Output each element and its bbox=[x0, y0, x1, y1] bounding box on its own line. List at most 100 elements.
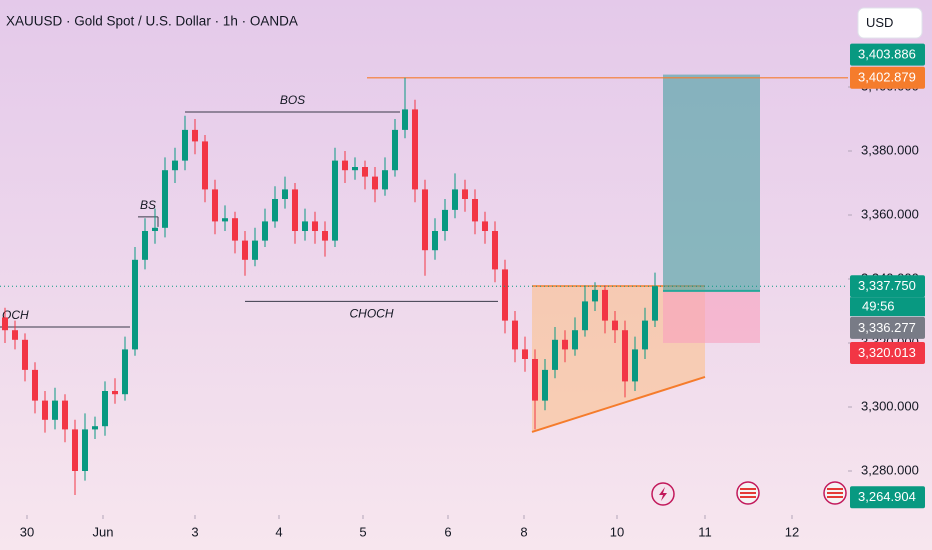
price-label-box bbox=[850, 66, 925, 89]
chart-title: XAUUSD · Gold Spot / U.S. Dollar · 1h · … bbox=[6, 14, 298, 29]
target-zone bbox=[663, 74, 760, 291]
price-label: 3,402.879 bbox=[858, 70, 916, 85]
candle-body bbox=[162, 170, 168, 228]
candle-body bbox=[562, 339, 568, 350]
candle-body bbox=[12, 330, 18, 340]
y-tick-label: 3,300.000 bbox=[861, 398, 919, 413]
candle-body bbox=[122, 349, 128, 395]
candle-body bbox=[252, 240, 258, 260]
candle-body bbox=[652, 286, 658, 321]
annotation-label: OCH bbox=[2, 308, 29, 322]
candle-body bbox=[362, 167, 368, 177]
candle-body bbox=[222, 218, 228, 222]
candle-body bbox=[282, 189, 288, 200]
price-label-box bbox=[850, 341, 925, 364]
stop-zone bbox=[663, 290, 760, 343]
candle-body bbox=[582, 301, 588, 331]
candle-body bbox=[472, 199, 478, 222]
candle-body bbox=[142, 231, 148, 260]
x-tick-label: 30 bbox=[20, 524, 34, 539]
candle-body bbox=[572, 330, 578, 350]
candle-body bbox=[22, 339, 28, 370]
candle-body bbox=[422, 189, 428, 251]
triangle-bottom bbox=[531, 375, 706, 433]
y-tick-label: 3,280.000 bbox=[861, 462, 919, 477]
candle-body bbox=[82, 429, 88, 472]
candle-body bbox=[182, 129, 188, 161]
candle-body bbox=[372, 176, 378, 190]
candle-body bbox=[102, 391, 108, 427]
candle-body bbox=[232, 218, 238, 241]
candle-body bbox=[242, 240, 248, 260]
candle-body bbox=[132, 259, 138, 350]
price-label: 3,320.013 bbox=[858, 345, 916, 360]
x-tick-label: 5 bbox=[359, 524, 366, 539]
candle-body bbox=[492, 231, 498, 270]
event-icon[interactable] bbox=[651, 482, 675, 506]
candle-body bbox=[42, 400, 48, 420]
candle-body bbox=[172, 160, 178, 171]
event-flag-stripes bbox=[740, 488, 756, 498]
price-label-box bbox=[850, 275, 925, 298]
candle-body bbox=[382, 170, 388, 190]
candle-body bbox=[272, 199, 278, 222]
x-tick-label: 6 bbox=[444, 524, 451, 539]
countdown: 49:56 bbox=[862, 299, 895, 314]
candle-body bbox=[52, 400, 58, 420]
currency-button[interactable] bbox=[857, 7, 923, 39]
candle-body bbox=[532, 359, 538, 401]
price-axis: 3,280.0003,300.0003,320.0003,340.0003,36… bbox=[848, 43, 925, 509]
candle-body bbox=[392, 129, 398, 171]
x-tick-label: 4 bbox=[275, 524, 282, 539]
candle-body bbox=[202, 141, 208, 190]
price-label: 3,337.750 bbox=[858, 278, 916, 293]
candle-body bbox=[432, 231, 438, 251]
candle-body bbox=[322, 231, 328, 241]
candle-body bbox=[112, 391, 118, 395]
candle-body bbox=[92, 426, 98, 430]
candle-body bbox=[312, 221, 318, 232]
countdown-box bbox=[850, 297, 925, 317]
y-tick-label: 3,360.000 bbox=[861, 206, 919, 221]
candle-body bbox=[452, 189, 458, 210]
candle-body bbox=[402, 109, 408, 130]
candle-body bbox=[62, 400, 68, 430]
candle-body bbox=[342, 160, 348, 171]
x-tick-label: 8 bbox=[520, 524, 527, 539]
currency-label[interactable]: USD bbox=[866, 15, 893, 30]
annotation-label: BS bbox=[140, 198, 156, 212]
candle-body bbox=[2, 317, 8, 331]
x-tick-label: 11 bbox=[698, 524, 712, 539]
candle-body bbox=[542, 369, 548, 401]
candle-body bbox=[302, 221, 308, 232]
x-tick-label: 10 bbox=[610, 524, 624, 539]
price-label: 3,336.277 bbox=[858, 320, 916, 335]
candle-body bbox=[552, 339, 558, 370]
price-label: 3,264.904 bbox=[858, 489, 916, 504]
candle-body bbox=[632, 349, 638, 382]
candle-body bbox=[622, 330, 628, 382]
candle-body bbox=[522, 349, 528, 360]
x-tick-label: 3 bbox=[191, 524, 198, 539]
candle-body bbox=[262, 221, 268, 241]
candle-body bbox=[72, 429, 78, 472]
candle-body bbox=[332, 160, 338, 241]
candle-body bbox=[642, 320, 648, 350]
candle-body bbox=[32, 369, 38, 401]
candle-body bbox=[412, 109, 418, 190]
candle-body bbox=[152, 227, 158, 232]
plot-area: BOS BS CHOCH OCH bbox=[0, 74, 848, 496]
candle-body bbox=[292, 189, 298, 232]
event-icon-bolt bbox=[659, 487, 667, 501]
candle-body bbox=[212, 189, 218, 222]
candle-body bbox=[192, 129, 198, 142]
event-icons bbox=[651, 481, 847, 506]
candle-body bbox=[442, 209, 448, 232]
x-tick-label: Jun bbox=[93, 524, 114, 539]
candle-body bbox=[502, 269, 508, 321]
price-label-box bbox=[850, 316, 925, 339]
event-flag-stripes bbox=[827, 488, 843, 498]
